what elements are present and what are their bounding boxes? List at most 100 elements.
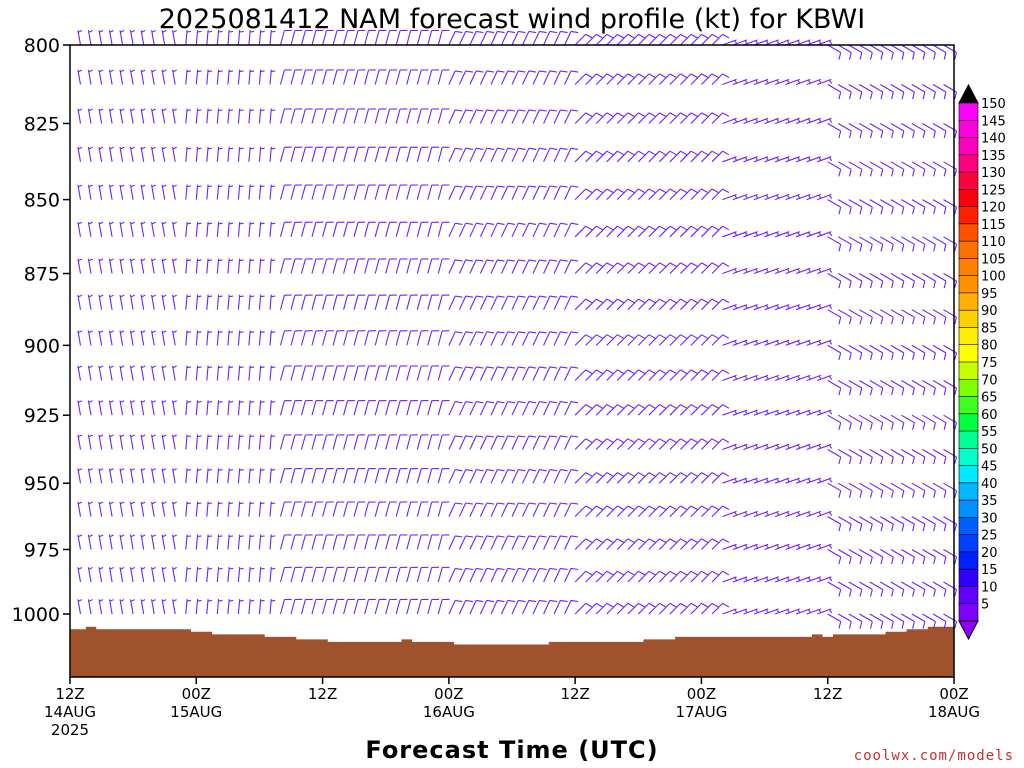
- colorbar-swatch: [958, 551, 979, 570]
- wind-barb: [87, 221, 93, 237]
- wind-barb: [437, 294, 450, 310]
- wind-barb: [87, 566, 93, 583]
- wind-barb: [322, 184, 334, 200]
- wind-barb: [332, 400, 345, 416]
- wind-barb: [185, 221, 192, 237]
- wind-barb: [616, 334, 635, 346]
- wind-barb: [616, 188, 635, 200]
- wind-barb: [711, 225, 730, 238]
- wind-barb: [922, 549, 936, 565]
- wind-barb: [669, 73, 688, 85]
- y-axis: 800 825 850 875 900 925 950 975 1000: [12, 35, 70, 626]
- wind-barb: [606, 602, 624, 615]
- wind-barb: [343, 365, 355, 381]
- wind-barb: [469, 366, 484, 381]
- wind-barb: [585, 225, 603, 238]
- wind-barb: [458, 366, 473, 381]
- wind-barb: [890, 44, 905, 60]
- wind-barb: [837, 344, 852, 361]
- wind-barb: [859, 414, 873, 430]
- wind-barb: [817, 339, 833, 346]
- wind-barb: [859, 380, 873, 396]
- x-tick-label: 15AUG: [170, 703, 222, 721]
- wind-barb: [637, 33, 656, 46]
- wind-barb: [859, 581, 873, 597]
- wind-barb: [711, 298, 730, 311]
- wind-barb: [922, 84, 936, 100]
- wind-barb: [216, 599, 223, 615]
- wind-barb: [469, 70, 484, 85]
- wind-barb: [416, 434, 429, 450]
- wind-barb: [627, 438, 645, 450]
- wind-barb: [901, 380, 915, 396]
- wind-barb: [911, 549, 926, 565]
- wind-barb: [817, 231, 833, 238]
- wind-barb: [922, 344, 936, 361]
- wind-barb: [172, 567, 177, 583]
- wind-barb: [553, 567, 568, 583]
- wind-barb: [543, 535, 558, 550]
- wind-barb: [237, 365, 244, 381]
- y-tick-label: 925: [24, 405, 60, 427]
- wind-barb: [258, 330, 265, 346]
- chart-title: 2025081412 NAM forecast wind profile (kt…: [159, 4, 865, 35]
- wind-barb: [932, 380, 947, 396]
- colorbar-swatch: [958, 448, 979, 467]
- wind-barb: [637, 188, 656, 200]
- wind-barb: [564, 435, 579, 450]
- wind-barb: [300, 434, 313, 450]
- colorbar-label: 135: [981, 149, 1006, 164]
- wind-barb: [627, 472, 645, 484]
- wind-barb: [490, 469, 505, 484]
- wind-barb: [269, 69, 276, 85]
- wind-barb: [332, 330, 345, 346]
- wind-barb: [479, 222, 495, 238]
- wind-barb: [416, 69, 429, 85]
- wind-barb: [206, 434, 213, 450]
- wind-barb: [343, 294, 355, 310]
- wind-barb: [98, 29, 104, 46]
- wind-barb: [364, 146, 376, 162]
- wind-barb: [701, 262, 719, 274]
- wind-barb: [77, 69, 83, 85]
- colorbar-label: 40: [981, 477, 998, 492]
- wind-barb: [522, 366, 537, 381]
- wind-barb: [151, 221, 156, 237]
- wind-barb: [385, 501, 397, 517]
- wind-barb: [406, 566, 418, 583]
- wind-barb: [269, 501, 276, 517]
- wind-barb: [564, 401, 579, 416]
- wind-barb: [427, 330, 440, 346]
- wind-barb: [140, 258, 146, 274]
- wind-barb: [322, 330, 334, 346]
- wind-barb: [522, 535, 537, 550]
- wind-barb: [553, 502, 568, 517]
- wind-barb: [669, 334, 688, 346]
- wind-barb: [374, 108, 387, 124]
- wind-barb: [658, 33, 677, 46]
- wind-barb: [343, 434, 355, 450]
- wind-barb: [669, 538, 688, 550]
- wind-barb: [859, 309, 873, 325]
- wind-barb: [416, 258, 429, 274]
- wind-barb: [564, 599, 579, 615]
- wind-barb: [669, 570, 688, 583]
- credit-text: coolwx.com/models: [854, 748, 1014, 764]
- y-tick-label: 900: [24, 335, 60, 357]
- wind-barb: [427, 400, 440, 416]
- wind-barb: [248, 108, 255, 124]
- wind-barb: [880, 309, 894, 325]
- colorbar-swatch: [958, 534, 979, 553]
- wind-barb: [827, 516, 842, 532]
- wind-barb: [395, 534, 408, 550]
- wind-barb: [416, 598, 429, 615]
- wind-barb: [490, 535, 505, 550]
- wind-barb: [869, 613, 884, 629]
- wind-barb: [880, 44, 894, 60]
- wind-barb: [248, 566, 255, 583]
- wind-barb: [77, 221, 83, 237]
- wind-barb: [501, 599, 516, 615]
- wind-barb: [119, 501, 125, 517]
- wind-barb: [140, 468, 146, 484]
